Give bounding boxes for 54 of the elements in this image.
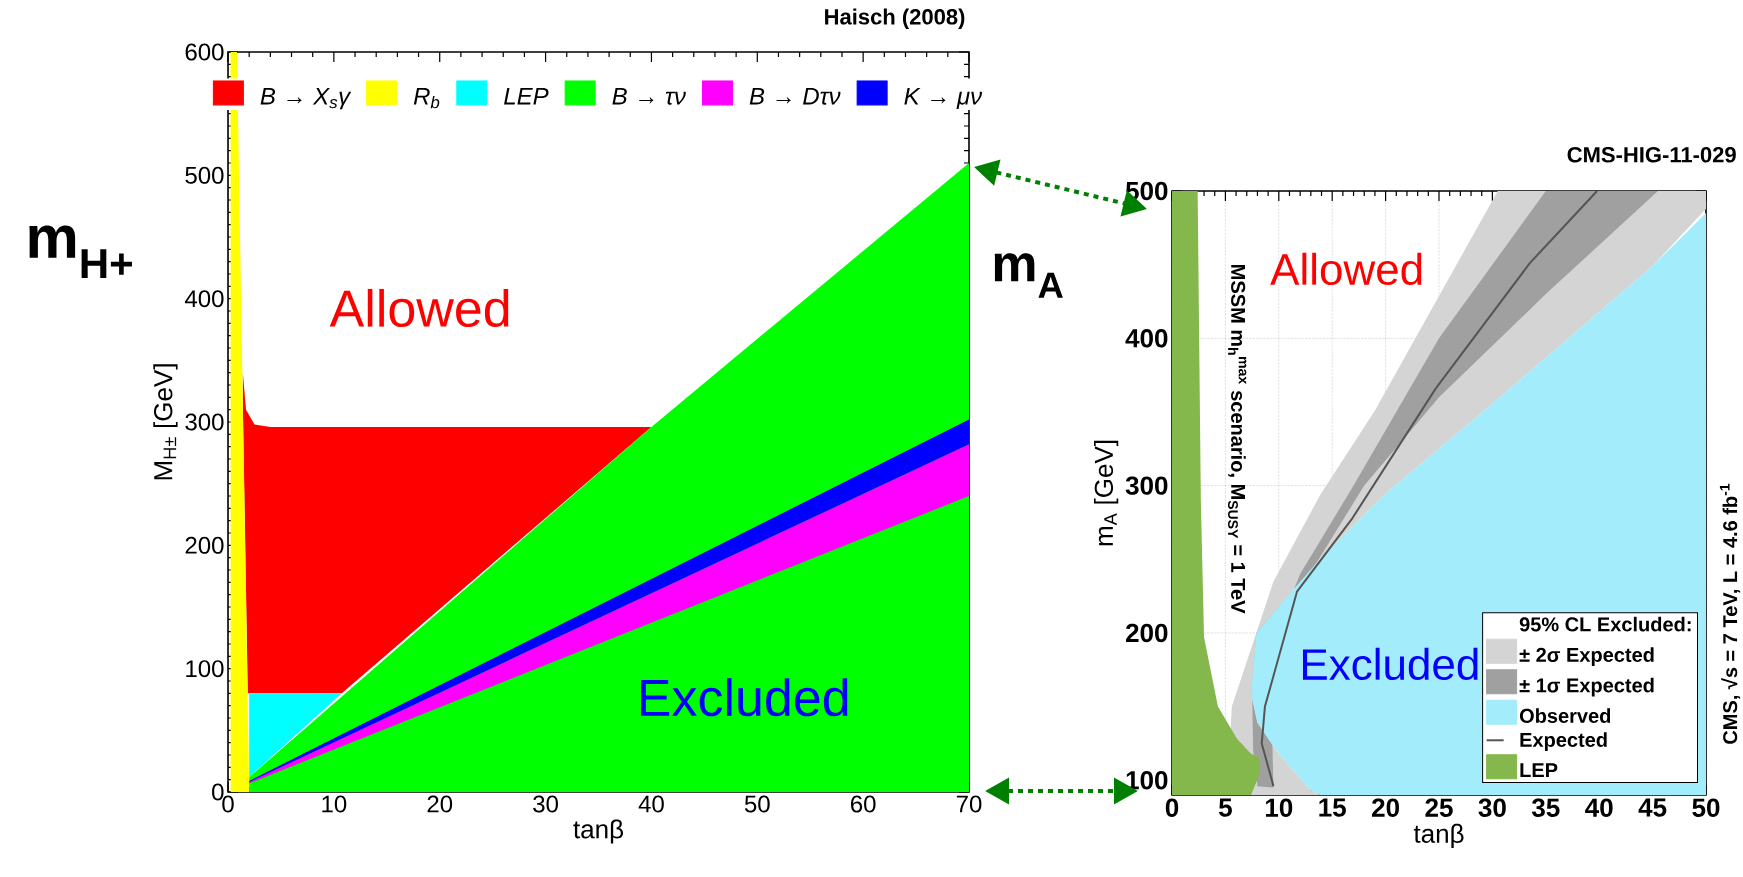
legend-label: Observed	[1519, 708, 1611, 723]
legend-label: R$_{b}$	[413, 87, 440, 109]
legend-label: B → X$_{s}$γ	[260, 87, 352, 110]
x-axis-title: tanβ	[1413, 823, 1464, 849]
annotation: Allowed	[329, 288, 509, 328]
y-tick-label: 0	[212, 783, 224, 801]
y-tick-label: 100	[1126, 771, 1168, 790]
y-tick-label: 500	[185, 166, 224, 184]
x-tick-label: 25	[1425, 798, 1453, 817]
annotation: Excluded	[1302, 647, 1478, 681]
x-tick-label: 5	[1218, 798, 1232, 817]
y-tick-label: 200	[1125, 623, 1168, 643]
y-axis-title: M$_{H±}$ [GeV]	[153, 364, 178, 480]
x-tick-label: 50	[744, 795, 770, 813]
y-tick-label: 600	[185, 43, 224, 61]
x-tick-label: 70	[956, 795, 982, 813]
x-tick-label: 10	[322, 795, 347, 813]
y-tick-label: 300	[1125, 476, 1168, 495]
y-tick-label: 200	[185, 536, 224, 554]
legend-label: LEP	[1520, 763, 1558, 777]
annotation: Excluded	[641, 678, 848, 717]
x-tick-label: 30	[533, 795, 558, 813]
x-tick-label: 10	[1265, 798, 1293, 817]
x-tick-label: 35	[1531, 798, 1560, 817]
chart-title: CMS-HIG-11-029	[1567, 146, 1736, 163]
x-tick-label: 15	[1319, 798, 1346, 817]
x-tick-label: 50	[1692, 798, 1720, 817]
legend-label: ± 2σ Expected	[1519, 647, 1654, 666]
x-tick-label: 30	[1478, 798, 1506, 817]
annotation: Allowed	[1270, 252, 1422, 286]
y-tick-label: 400	[1125, 329, 1168, 348]
y-axis-title: m$_{A}$ [GeV]	[1094, 440, 1119, 546]
annotation: MSSM m$_{h}$$^{max}$ scenario, M$_{SUSY}$ = 1 TeV	[1227, 265, 1247, 614]
text: m$_{H+}$	[29, 225, 132, 279]
x-tick-label: 60	[851, 795, 876, 813]
legend-label: Expected	[1520, 732, 1607, 751]
chart-title: Haisch (2008)	[825, 8, 965, 29]
x-tick-label: 20	[1372, 798, 1399, 817]
x-axis-title: tanβ	[573, 819, 624, 844]
legend-label: LEP	[504, 87, 549, 105]
legend-label: B → Dτν	[749, 87, 841, 105]
y-tick-label: 100	[186, 660, 224, 678]
legend-label: B → τν	[612, 87, 686, 105]
legend-label: K → μν	[904, 87, 982, 110]
x-tick-label: 40	[638, 795, 664, 813]
x-tick-label: 20	[427, 795, 453, 813]
x-tick-label: 45	[1638, 798, 1667, 817]
x-tick-label: 40	[1585, 798, 1613, 817]
legend-label: ± 1σ Expected	[1519, 677, 1654, 697]
y-tick-label: 300	[185, 413, 224, 431]
legend-title: 95% CL Excluded:	[1519, 616, 1691, 632]
text: CMS, √s = 7 TeV, L = 4.6 fb$^{-1}$	[1719, 483, 1741, 744]
y-tick-label: 400	[184, 290, 224, 308]
text: m$_{A}$	[994, 253, 1063, 298]
